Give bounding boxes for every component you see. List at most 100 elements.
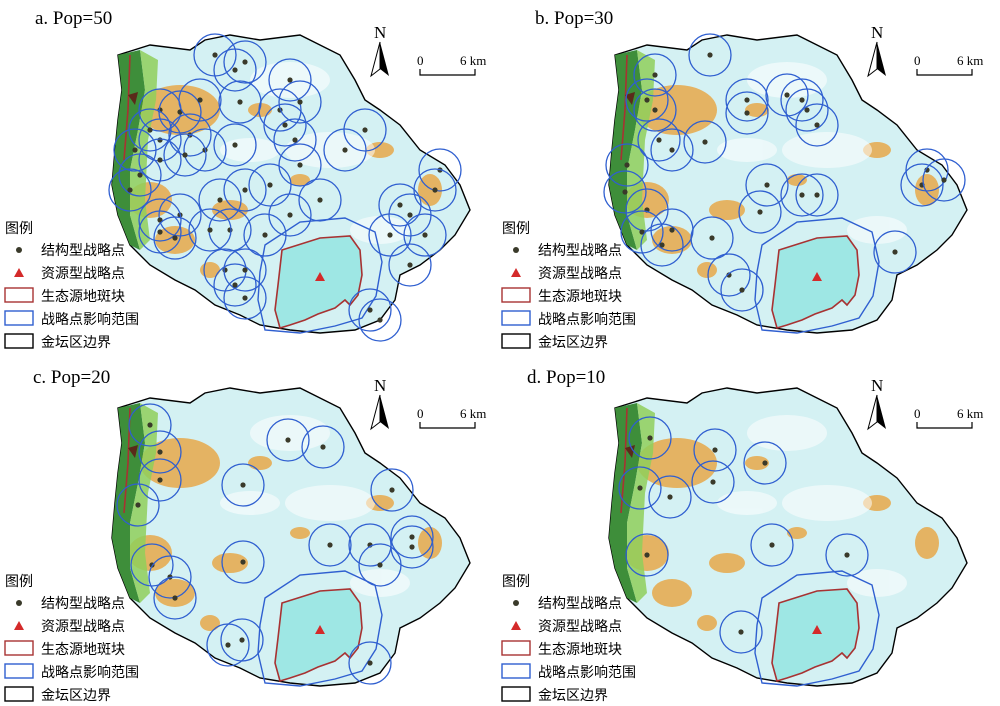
north-arrow-icon xyxy=(370,41,390,77)
legend-label: 战略点影响范围 xyxy=(538,664,636,681)
map-panel-d: d. Pop=10 N 0 6 km 图例结构型战略点资源型战略点生态源地斑块战略点影响… xyxy=(501,367,983,704)
structural-point xyxy=(282,122,288,128)
influence-ring xyxy=(719,610,763,654)
influence-ring xyxy=(605,143,649,187)
influence-ring xyxy=(266,418,310,462)
structural-point xyxy=(667,494,673,500)
legend-symbol-dark-dot xyxy=(16,247,22,253)
structural-point xyxy=(157,477,163,483)
structural-point xyxy=(726,272,732,278)
influence-ring xyxy=(725,91,769,135)
influence-ring xyxy=(223,40,267,84)
influence-ring xyxy=(153,216,197,260)
influence-ring xyxy=(153,576,197,620)
legend-heading: 图例 xyxy=(502,574,530,590)
legend-symbol-dark-dot xyxy=(513,600,519,606)
influence-ring xyxy=(618,466,662,510)
structural-point xyxy=(232,142,238,148)
influence-ring xyxy=(116,483,160,527)
influence-ring xyxy=(118,153,162,197)
structural-point xyxy=(757,209,763,215)
legend-label: 战略点影响范围 xyxy=(538,311,636,328)
structural-point xyxy=(764,182,770,188)
influence-ring xyxy=(220,618,264,662)
structural-point xyxy=(297,162,303,168)
scale-bar-end: 6 km xyxy=(957,406,983,421)
influence-ring xyxy=(213,48,257,92)
influence-ring xyxy=(223,248,267,292)
structural-point xyxy=(367,660,373,666)
structural-point xyxy=(702,139,708,145)
structural-point xyxy=(292,137,298,143)
legend-label: 金坛区边界 xyxy=(41,688,111,704)
influence-ring xyxy=(688,33,732,77)
legend-symbol-red-triangle xyxy=(14,621,24,630)
influence-ring xyxy=(213,263,257,307)
legend-symbol-red-triangle xyxy=(14,268,24,277)
influence-ring xyxy=(273,118,317,162)
influence-ring xyxy=(198,178,242,222)
influence-ring xyxy=(348,288,392,332)
influence-ring xyxy=(348,641,392,685)
influence-ring xyxy=(178,78,222,122)
influence-ring xyxy=(163,133,207,177)
scale-bar-end: 6 km xyxy=(957,53,983,68)
structural-point xyxy=(409,544,415,550)
resource-point xyxy=(315,625,325,634)
structural-point xyxy=(287,212,293,218)
influence-ring xyxy=(308,523,352,567)
scale-bar-line xyxy=(916,69,973,76)
structural-point xyxy=(232,282,238,288)
influence-ring xyxy=(138,458,182,502)
influence-ring xyxy=(625,533,669,577)
influence-ring xyxy=(113,128,157,172)
influence-ring xyxy=(298,178,342,222)
structural-point xyxy=(285,437,291,443)
structural-point xyxy=(814,192,820,198)
influence-ring xyxy=(633,53,677,97)
influence-ring xyxy=(358,298,402,342)
influence-ring xyxy=(628,416,672,460)
influence-ring xyxy=(278,80,322,124)
influence-ring xyxy=(738,190,782,234)
map-panel-c: c. Pop=20 N 0 6 km 图例结构型战略点资源型战略点生态源地斑块战略点影响… xyxy=(4,367,486,704)
structural-point xyxy=(242,295,248,301)
structural-point xyxy=(367,307,373,313)
scale-bar-end: 6 km xyxy=(460,53,486,68)
structural-point xyxy=(762,460,768,466)
legend-label: 资源型战略点 xyxy=(41,619,125,635)
north-arrow-letter: N xyxy=(374,23,386,42)
influence-ring xyxy=(905,148,949,192)
legend-label: 结构型战略点 xyxy=(41,596,125,612)
north-arrow-icon xyxy=(867,394,887,430)
legend-symbol-red-box xyxy=(501,287,531,303)
north-arrow-letter: N xyxy=(871,376,883,395)
structural-point xyxy=(799,97,805,103)
influence-ring xyxy=(693,428,737,472)
legend-symbol-blue-box xyxy=(501,663,531,679)
map-panel-b: b. Pop=30 N 0 6 km 图例结构型战略点资源型战略点生态源地斑块战略点影响… xyxy=(501,8,983,351)
district-map-c xyxy=(111,387,471,687)
structural-point xyxy=(377,317,383,323)
influence-ring xyxy=(183,128,227,172)
structural-point xyxy=(744,97,750,103)
structural-point xyxy=(389,487,395,493)
scale-bar-end: 6 km xyxy=(460,406,486,421)
structural-point xyxy=(707,52,713,58)
structural-point xyxy=(644,97,650,103)
influence-ring xyxy=(130,543,174,587)
influence-ring xyxy=(825,533,869,577)
legend-symbol-dark-dot xyxy=(513,247,519,253)
scale-bar-start: 0 xyxy=(417,406,424,421)
influence-ring xyxy=(720,268,764,312)
structural-point xyxy=(182,152,188,158)
structural-point xyxy=(710,479,716,485)
influence-ring xyxy=(268,58,312,102)
structural-point xyxy=(287,77,293,83)
structural-point xyxy=(137,172,143,178)
legend-heading: 图例 xyxy=(5,221,33,237)
structural-point xyxy=(232,67,238,73)
structural-point xyxy=(227,227,233,233)
structural-point xyxy=(409,534,415,540)
legend-symbol-black-box xyxy=(501,333,531,349)
